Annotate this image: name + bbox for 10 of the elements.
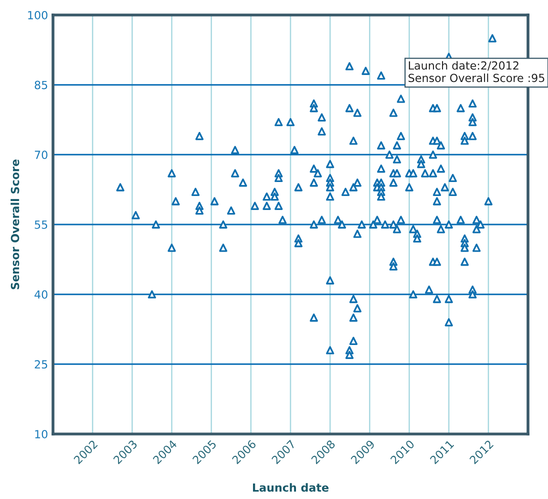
y-axis-title: Sensor Overall Score bbox=[10, 160, 20, 290]
y-tick-label: 25 bbox=[34, 360, 48, 369]
y-tick-label: 55 bbox=[34, 220, 48, 229]
y-tick-label: 85 bbox=[34, 80, 48, 90]
x-axis-title: Launch date bbox=[252, 483, 328, 492]
y-tick-label: 70 bbox=[34, 150, 48, 160]
y-tick-label: 40 bbox=[34, 290, 48, 299]
annotation: Launch date:2/2012 Sensor Overall Score :95 bbox=[408, 61, 544, 82]
y-tick-label: 100 bbox=[28, 10, 48, 20]
y-tick-label: 10 bbox=[35, 430, 48, 438]
